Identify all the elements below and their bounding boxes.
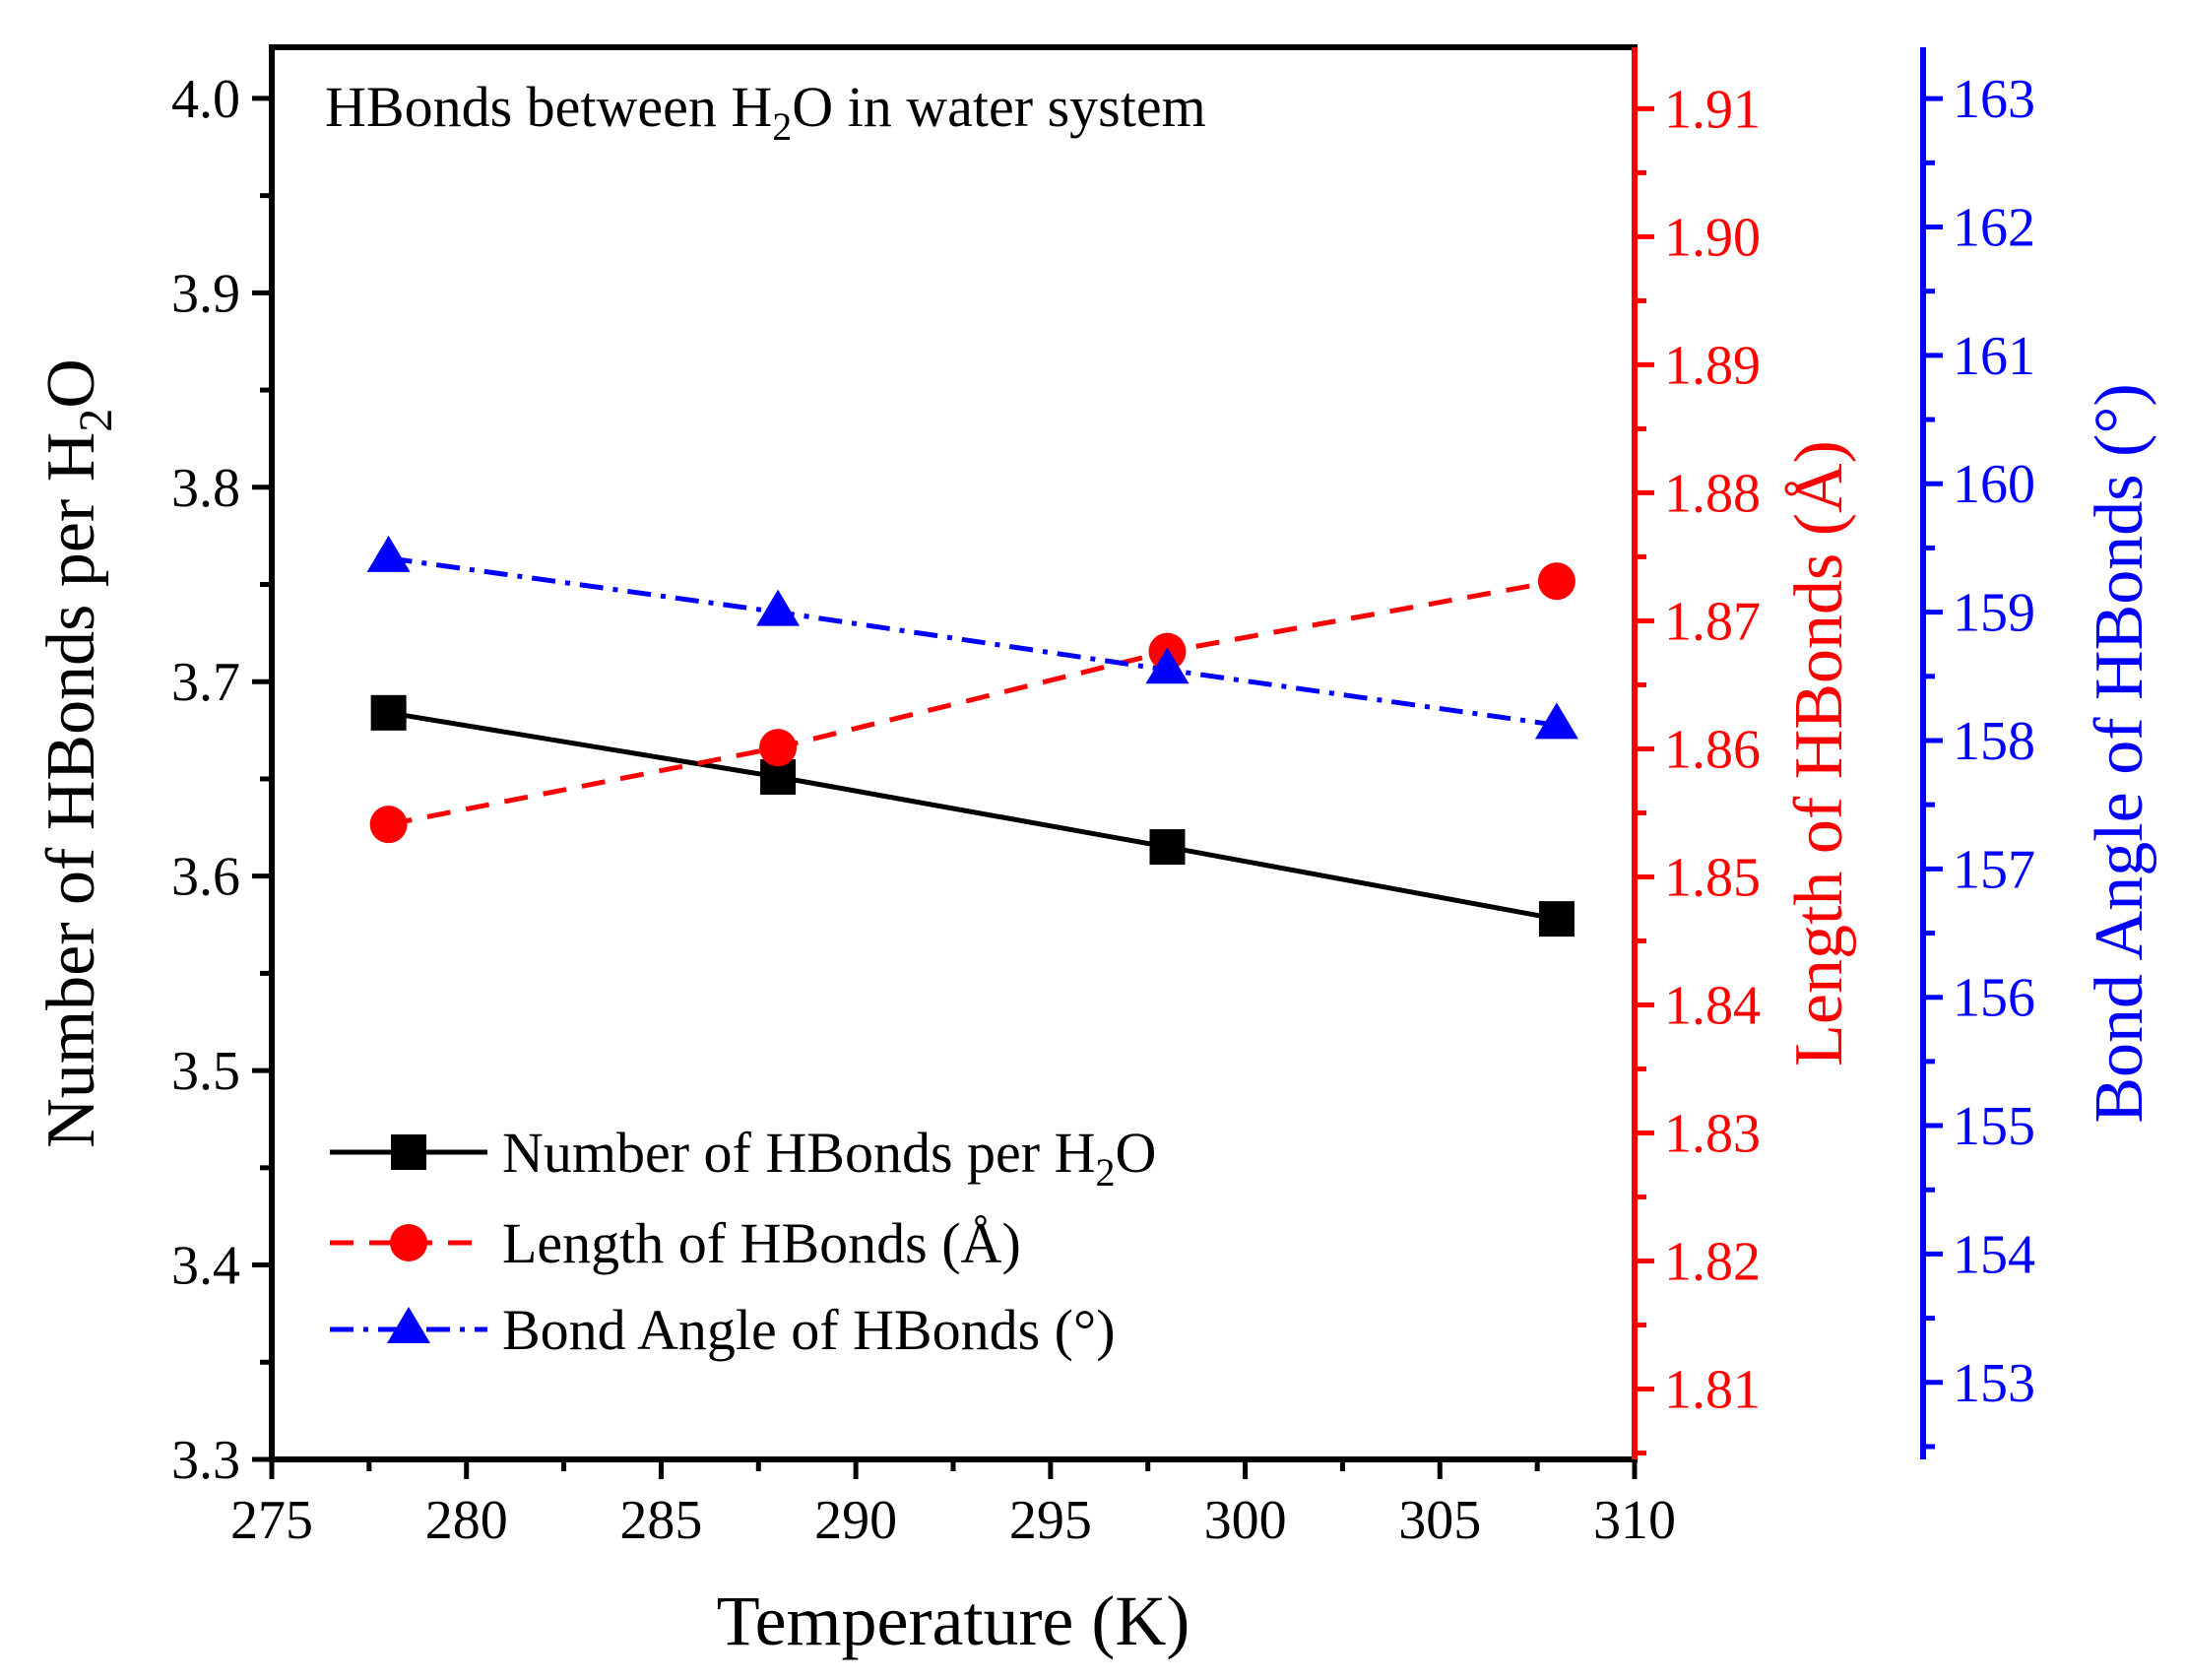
length-tick-label-1.89: 1.89: [1664, 335, 1761, 396]
left-tick-label-4.0: 4.0: [171, 69, 240, 130]
angle-tick-label-162: 162: [1953, 198, 2035, 259]
angle-tick-label-154: 154: [1953, 1224, 2035, 1285]
data-point-s1-288: [759, 729, 798, 767]
x-tick-label-280: 280: [425, 1490, 508, 1551]
legend-entry-length: Length of HBonds (Å): [330, 1211, 1021, 1275]
length-tick-label-1.82: 1.82: [1664, 1231, 1761, 1292]
left-tick-label-3.4: 3.4: [171, 1236, 240, 1297]
data-point-s2-288: [756, 589, 801, 626]
x-tick-label-285: 285: [619, 1490, 702, 1551]
length-tick-label-1.90: 1.90: [1664, 207, 1761, 268]
data-point-s0-308: [1538, 901, 1575, 937]
series-line-1: [388, 578, 1558, 827]
legend-marker-circle: [390, 1224, 427, 1261]
x-tick-label-295: 295: [1009, 1490, 1092, 1551]
data-point-s1-308: [1537, 562, 1575, 601]
left-tick-label-3.6: 3.6: [171, 847, 240, 908]
data-point-s0-298: [1149, 829, 1186, 866]
left-tick-label-3.9: 3.9: [171, 263, 240, 324]
x-tick-label-310: 310: [1593, 1490, 1676, 1551]
data-point-s2-308: [1534, 702, 1578, 740]
right-axis-angle-ticks: 153 154 155 156 157 158 159 160 161 162 163: [1923, 69, 2035, 1450]
length-tick-label-1.91: 1.91: [1664, 79, 1761, 140]
left-tick-label-3.5: 3.5: [171, 1041, 240, 1102]
angle-tick-label-155: 155: [1953, 1096, 2035, 1157]
x-tick-label-290: 290: [814, 1490, 897, 1551]
legend-entry-number: Number of HBonds per H2O: [330, 1121, 1156, 1195]
right-axis-length-label: Length of HBonds (Å): [1781, 440, 1857, 1066]
x-tick-label-300: 300: [1204, 1490, 1287, 1551]
right-axis-length-ticks: 1.81 1.82 1.83 1.84 1.85 1.86 1.87 1.88 1.89 1.90…: [1635, 79, 1761, 1455]
angle-tick-label-159: 159: [1953, 583, 2035, 644]
legend-label-angle: Bond Angle of HBonds (°): [502, 1298, 1116, 1362]
x-axis-label: Temperature (K): [717, 1582, 1190, 1660]
legend-marker-triangle: [387, 1307, 430, 1343]
length-tick-label-1.85: 1.85: [1664, 847, 1761, 908]
legend-marker-square: [391, 1134, 426, 1170]
left-tick-label-3.8: 3.8: [171, 458, 240, 519]
chart-title: HBonds between H2O in water system: [325, 75, 1206, 149]
data-point-s1-278: [369, 806, 408, 844]
angle-tick-label-161: 161: [1953, 326, 2035, 387]
angle-tick-label-158: 158: [1953, 711, 2035, 772]
angle-tick-label-153: 153: [1953, 1353, 2035, 1414]
series-line-2: [388, 555, 1558, 728]
data-point-s2-278: [366, 535, 411, 572]
legend-entry-angle: Bond Angle of HBonds (°): [330, 1298, 1116, 1362]
length-tick-label-1.83: 1.83: [1664, 1103, 1761, 1164]
length-tick-label-1.84: 1.84: [1664, 975, 1761, 1036]
data-point-s2-298: [1145, 647, 1189, 684]
x-tick-label-305: 305: [1398, 1490, 1481, 1551]
x-axis-ticks: 275 280 285 290 295 300 305 310: [230, 1459, 1676, 1551]
angle-tick-label-163: 163: [1953, 69, 2035, 130]
series-line-0: [388, 710, 1558, 922]
data-point-s0-278: [370, 694, 407, 731]
length-tick-label-1.87: 1.87: [1664, 591, 1761, 652]
left-axis-ticks: 3.3 3.4 3.5 3.6 3.7 3.8 3.9 4.0: [171, 69, 272, 1491]
length-tick-label-1.86: 1.86: [1664, 719, 1761, 780]
angle-tick-label-156: 156: [1953, 968, 2035, 1029]
legend-label-number: Number of HBonds per H2O: [502, 1121, 1156, 1195]
length-tick-label-1.81: 1.81: [1664, 1359, 1761, 1420]
series-layer: [366, 535, 1578, 937]
left-tick-label-3.3: 3.3: [171, 1430, 240, 1491]
right-axis-angle-label: Bond Angle of HBonds (°): [2082, 383, 2157, 1123]
left-tick-label-3.7: 3.7: [171, 652, 240, 713]
left-axis-label: Number of HBonds per H2O: [33, 358, 122, 1148]
legend: Number of HBonds per H2O Length of HBond…: [330, 1121, 1156, 1362]
angle-tick-label-157: 157: [1953, 839, 2035, 900]
angle-tick-label-160: 160: [1953, 454, 2035, 515]
legend-label-length: Length of HBonds (Å): [502, 1211, 1021, 1275]
length-tick-label-1.88: 1.88: [1664, 463, 1761, 524]
x-tick-label-275: 275: [230, 1490, 313, 1551]
